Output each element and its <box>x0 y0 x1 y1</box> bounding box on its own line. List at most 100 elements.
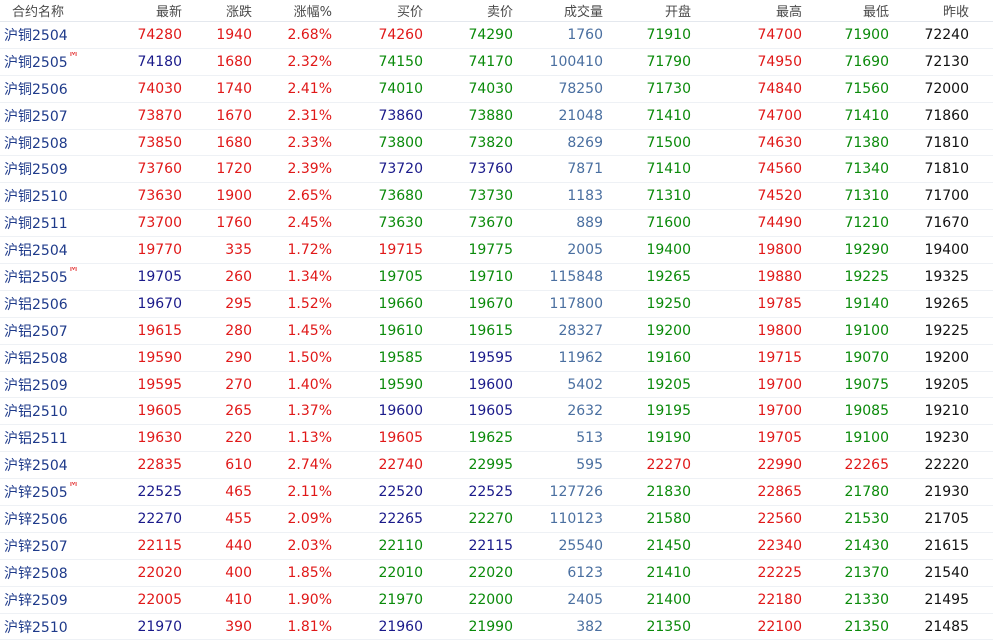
table-row[interactable]: 沪锌2508 22020 400 1.85% 22010 22020 6123 21410 22… <box>0 560 993 587</box>
cell-low: 19225 <box>844 268 889 285</box>
table-row[interactable]: 沪铝2507 19615 280 1.45% 19610 19615 28327 19200 1… <box>0 318 993 345</box>
table-row[interactable]: 沪铜2508 73850 1680 2.33% 73800 73820 8269 71500 7… <box>0 130 993 157</box>
table-row[interactable]: 沪铜2509 73760 1720 2.39% 73720 73760 7871 71410 7… <box>0 156 993 184</box>
cell-ask: 19600 <box>468 376 513 393</box>
cell-change: 1900 <box>216 188 252 205</box>
cell-bid: 21960 <box>378 618 423 635</box>
cell-prev: 21930 <box>924 484 969 501</box>
table-row[interactable]: 沪铜2504 74280 1940 2.68% 74260 74290 1760 71910 7… <box>0 22 993 49</box>
cell-latest: 19595 <box>137 376 182 393</box>
cell-open: 19160 <box>646 349 691 366</box>
cell-ask: 73730 <box>468 188 513 205</box>
cell-bid: 21970 <box>378 591 423 608</box>
cell-contract-name: 沪锌2507 <box>0 536 100 556</box>
cell-latest: 22115 <box>137 537 182 554</box>
header-change[interactable]: 涨跌 <box>225 5 252 20</box>
header-open[interactable]: 开盘 <box>664 5 691 20</box>
cell-change: 1670 <box>216 107 252 124</box>
cell-ask: 73670 <box>468 215 513 232</box>
cell-low: 19100 <box>844 322 889 339</box>
cell-prev: 72000 <box>924 80 969 97</box>
header-prev[interactable]: 昨收 <box>942 5 969 20</box>
table-row[interactable]: 沪铝2505M 19705 260 1.34% 19705 19710 115848 1926… <box>0 264 993 291</box>
cell-contract-name: 沪铝2506 <box>0 294 100 314</box>
header-latest[interactable]: 最新 <box>155 5 182 20</box>
cell-change: 1940 <box>216 26 252 43</box>
cell-latest: 73850 <box>137 134 182 151</box>
cell-pct: 1.45% <box>287 322 332 339</box>
contract-name: 沪铜2510 <box>4 189 68 206</box>
cell-low: 21370 <box>844 564 889 581</box>
cell-prev: 19265 <box>924 295 969 312</box>
cell-bid: 22010 <box>378 564 423 581</box>
contract-name: 沪铝2506 <box>4 296 68 313</box>
cell-prev: 22220 <box>924 457 969 474</box>
header-high[interactable]: 最高 <box>775 5 802 20</box>
cell-pct: 2.41% <box>287 80 332 97</box>
cell-open: 71410 <box>646 161 691 178</box>
table-row[interactable]: 沪铜2510 73630 1900 2.65% 73680 73730 1183 71310 7… <box>0 183 993 211</box>
table-row[interactable]: 沪铜2506 74030 1740 2.41% 74010 74030 78250 71730… <box>0 76 993 103</box>
cell-low: 19140 <box>844 295 889 312</box>
cell-ask: 74290 <box>468 26 513 43</box>
cell-ask: 73880 <box>468 107 513 124</box>
cell-pct: 1.34% <box>287 268 332 285</box>
table-row[interactable]: 沪铜2507 73870 1670 2.31% 73860 73880 21048 71410… <box>0 103 993 130</box>
cell-ask: 19595 <box>468 349 513 366</box>
cell-contract-name: 沪铝2509 <box>0 375 100 395</box>
table-row[interactable]: 沪铝2509 19595 270 1.40% 19590 19600 5402 19205 19… <box>0 372 993 399</box>
contract-name: 沪铜2508 <box>4 135 68 152</box>
table-row[interactable]: 沪铝2508 19590 290 1.50% 19585 19595 11962 19160 1… <box>0 345 993 372</box>
cell-low: 71690 <box>844 53 889 70</box>
main-contract-badge: M <box>69 51 78 59</box>
table-row[interactable]: 沪锌2510 21970 390 1.81% 21960 21990 382 21350 221… <box>0 614 993 641</box>
cell-latest: 19770 <box>137 242 182 259</box>
cell-contract-name: 沪铜2510 <box>0 186 100 206</box>
cell-volume: 513 <box>576 430 603 447</box>
table-row[interactable]: 沪锌2505M 22525 465 2.11% 22520 22525 127726 2183… <box>0 479 993 507</box>
cell-pct: 1.52% <box>287 295 332 312</box>
table-row[interactable]: 沪锌2507 22115 440 2.03% 22110 22115 25540 21450 2… <box>0 533 993 560</box>
cell-bid: 19590 <box>378 376 423 393</box>
header-ask[interactable]: 卖价 <box>486 5 513 20</box>
header-low[interactable]: 最低 <box>862 5 889 20</box>
cell-prev: 19205 <box>924 376 969 393</box>
cell-prev: 71810 <box>924 134 969 151</box>
cell-high: 74700 <box>757 26 802 43</box>
cell-high: 74490 <box>757 215 802 232</box>
cell-prev: 19225 <box>924 322 969 339</box>
header-volume[interactable]: 成交量 <box>563 5 603 20</box>
cell-bid: 22110 <box>378 537 423 554</box>
table-row[interactable]: 沪铝2510 19605 265 1.37% 19600 19605 2632 19195 19… <box>0 398 993 426</box>
cell-open: 19195 <box>646 403 691 420</box>
cell-change: 280 <box>225 322 252 339</box>
contract-name: 沪铜2511 <box>4 216 68 233</box>
cell-low: 21780 <box>844 484 889 501</box>
cell-volume: 28327 <box>558 322 603 339</box>
table-row[interactable]: 沪铝2511 19630 220 1.13% 19605 19625 513 19190 197… <box>0 425 993 453</box>
table-row[interactable]: 沪铝2504 19770 335 1.72% 19715 19775 2005 19400 19… <box>0 237 993 265</box>
table-row[interactable]: 沪锌2504 22835 610 2.74% 22740 22995 595 22270 229… <box>0 452 993 480</box>
cell-low: 19075 <box>844 376 889 393</box>
header-bid[interactable]: 买价 <box>396 5 423 20</box>
table-row[interactable]: 沪铜2505M 74180 1680 2.32% 74150 74170 100410 717… <box>0 49 993 76</box>
cell-high: 22180 <box>757 591 802 608</box>
table-row[interactable]: 沪锌2506 22270 455 2.09% 22265 22270 110123 21580… <box>0 506 993 533</box>
cell-pct: 1.72% <box>287 242 332 259</box>
cell-high: 22100 <box>757 618 802 635</box>
cell-open: 71790 <box>646 53 691 70</box>
cell-pct: 2.31% <box>287 107 332 124</box>
cell-pct: 2.68% <box>287 26 332 43</box>
table-row[interactable]: 沪锌2509 22005 410 1.90% 21970 22000 2405 21400 22… <box>0 587 993 614</box>
cell-pct: 1.90% <box>287 591 332 608</box>
cell-bid: 73860 <box>378 107 423 124</box>
cell-low: 19290 <box>844 242 889 259</box>
table-row[interactable]: 沪铝2506 19670 295 1.52% 19660 19670 117800 19250… <box>0 291 993 318</box>
cell-low: 71210 <box>844 215 889 232</box>
cell-open: 71600 <box>646 215 691 232</box>
cell-open: 19250 <box>646 295 691 312</box>
table-row[interactable]: 沪铜2511 73700 1760 2.45% 73630 73670 889 71600 74… <box>0 210 993 238</box>
header-pct[interactable]: 涨幅% <box>293 5 332 20</box>
header-name[interactable]: 合约名称 <box>12 5 65 20</box>
cell-open: 19265 <box>646 268 691 285</box>
